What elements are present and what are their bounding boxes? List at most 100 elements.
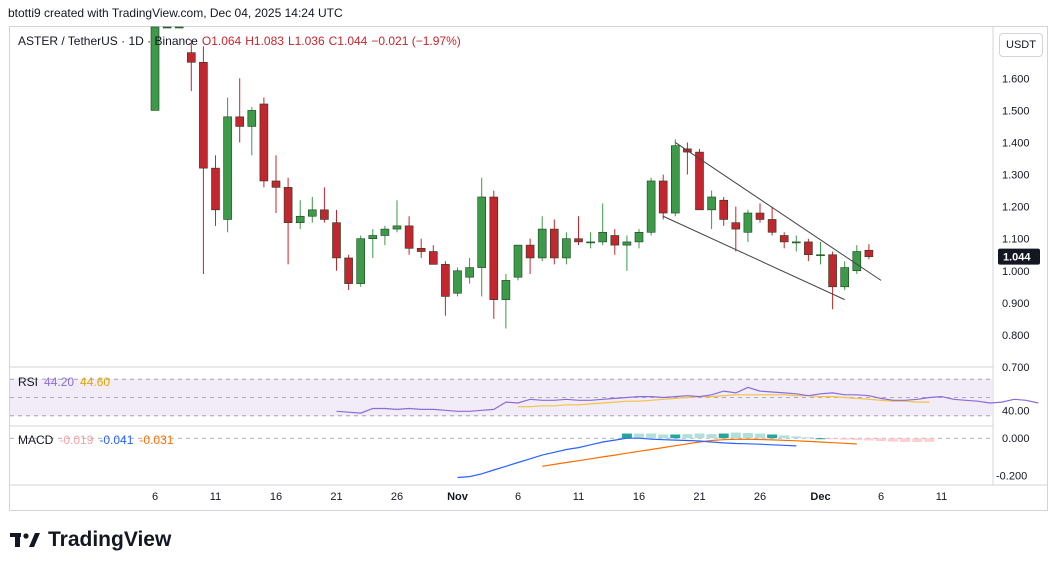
macd-line	[457, 437, 797, 479]
macd-hist-bar	[670, 434, 681, 439]
candle-body	[755, 212, 765, 220]
candle-body	[852, 251, 862, 272]
x-tick-label: 6	[878, 491, 884, 503]
macd-hist-bar	[742, 432, 753, 439]
last-price-tag	[998, 248, 1040, 265]
rsi-line	[336, 386, 1039, 414]
macd-hist-bar	[888, 438, 899, 442]
y-tick-label: 1.100	[1002, 234, 1030, 246]
candle-body	[828, 254, 837, 288]
candle-body	[380, 228, 390, 236]
candle-body	[441, 264, 450, 297]
x-tick-label: 21	[330, 491, 342, 503]
x-tick-label: 16	[270, 491, 282, 503]
candle-body	[332, 222, 341, 259]
candle-body	[513, 244, 523, 278]
macd-hist-bar	[682, 434, 693, 439]
x-tick-label: 16	[633, 491, 645, 503]
change-value: −0.021 (−1.97%)	[371, 34, 461, 48]
candle-body	[174, 26, 184, 29]
attribution-text: btotti9 created with TradingView.com, De…	[8, 6, 343, 20]
y-tick-label: 1.000	[1002, 266, 1030, 278]
macd-hist-bar	[621, 433, 632, 439]
candle-body	[392, 225, 402, 230]
candle-body	[816, 254, 825, 257]
rsi-ma-value: 44.60	[80, 375, 111, 389]
y-tick-label: 1.500	[1002, 105, 1030, 117]
macd-hist-bar	[851, 438, 862, 441]
candle-body	[501, 280, 511, 300]
candle-body	[150, 26, 160, 111]
candle-body	[307, 209, 317, 217]
macd-hist-bar	[827, 438, 838, 440]
candle-body	[199, 61, 208, 169]
macd-axis-label: -0.200	[996, 471, 1027, 483]
candle-body	[344, 257, 353, 284]
y-tick-label: 1.600	[1002, 73, 1030, 85]
candle-body	[271, 180, 281, 188]
candle-body	[235, 116, 244, 127]
candle-body	[646, 180, 656, 233]
last-price-label: 1.044	[1003, 252, 1031, 264]
close-value: C1.044	[328, 34, 368, 48]
currency-button[interactable]: USDT	[999, 33, 1043, 57]
y-tick-label: 0.800	[1002, 330, 1030, 342]
macd-hist-bar	[730, 432, 741, 439]
candle-body	[622, 241, 632, 246]
macd-hist-bar	[863, 438, 874, 441]
candle-body	[864, 249, 874, 257]
rsi-label[interactable]: RSI	[18, 375, 39, 389]
candle-body	[707, 196, 716, 211]
x-tick-label: 6	[515, 491, 521, 503]
candle-body	[598, 231, 608, 243]
macd-hist-bar	[912, 438, 923, 442]
candle-body	[211, 167, 220, 211]
macd-hist-bar	[706, 434, 717, 439]
candle-body	[223, 116, 232, 220]
candle-body	[525, 244, 535, 259]
candle-body	[489, 196, 499, 300]
candle-body	[743, 212, 753, 233]
macd-label[interactable]: MACD	[18, 433, 54, 447]
candle-body	[259, 103, 269, 182]
price-legend: ASTER / TetherUS · 1D · Binance O1.064 H…	[18, 34, 461, 48]
rsi-legend: RSI 44.20 44.60	[18, 375, 110, 389]
candle-body	[779, 235, 789, 243]
macd-signal-line	[542, 438, 857, 467]
candle-body	[187, 52, 196, 63]
x-tick-label: Dec	[810, 491, 830, 503]
candle-body	[549, 228, 559, 259]
macd-hist-bar	[791, 436, 802, 439]
x-tick-label: 21	[693, 491, 705, 503]
x-tick-label: Nov	[447, 491, 469, 503]
macd-signal-value: -0.031	[139, 433, 174, 447]
macd-hist-bar	[767, 434, 778, 439]
macd-hist-bar	[876, 438, 886, 442]
candle-body	[320, 209, 329, 220]
y-tick-label: 1.400	[1002, 137, 1030, 149]
candle-body	[453, 270, 462, 294]
x-tick-label: 26	[391, 491, 403, 503]
candle-body	[840, 267, 850, 288]
candle-body	[574, 238, 583, 243]
y-tick-label: 0.900	[1002, 298, 1030, 310]
macd-value: -0.041	[99, 433, 134, 447]
candle-body	[416, 248, 426, 252]
footer-logo[interactable]: TradingView	[10, 528, 171, 552]
symbol-label[interactable]: ASTER / TetherUS · 1D · Binance	[18, 34, 198, 48]
macd-hist-bar	[779, 435, 790, 439]
candle-body	[658, 180, 668, 214]
rsi-ma-line	[518, 394, 930, 408]
candle-body	[695, 151, 704, 211]
x-tick-label: 6	[152, 491, 158, 503]
macd-hist-bar	[839, 438, 850, 440]
candle-body	[428, 251, 438, 265]
macd-hist-bar	[694, 433, 705, 439]
macd-hist-bar	[718, 433, 729, 439]
macd-hist-bar	[900, 438, 911, 442]
rsi-value: 44.20	[44, 375, 75, 389]
y-tick-label: 1.200	[1002, 202, 1030, 214]
candle-body	[634, 231, 644, 243]
x-tick-label: 11	[936, 491, 947, 503]
